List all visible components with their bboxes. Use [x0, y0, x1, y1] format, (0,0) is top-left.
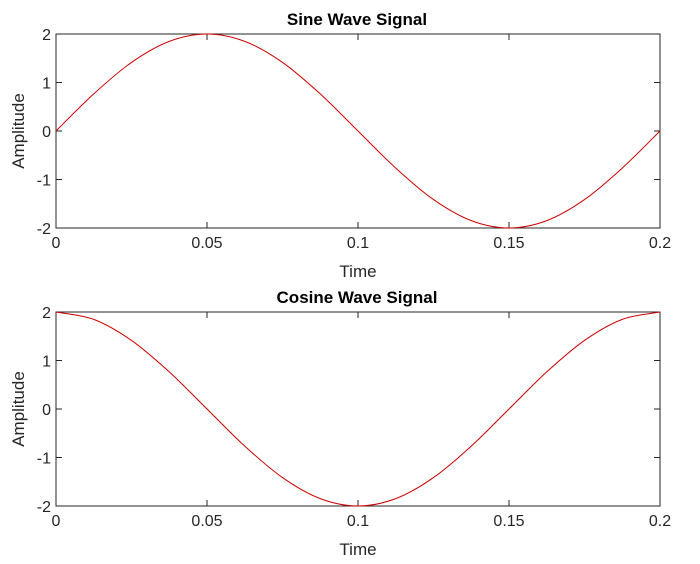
sine-series-line [55, 33, 661, 229]
chart-title: Cosine Wave Signal [277, 288, 438, 307]
x-tick-label: 0 [52, 235, 61, 252]
x-axis-label: Time [339, 540, 376, 559]
y-tick-label: 0 [42, 124, 51, 141]
tick-labels: 0 0.05 0.1 0.15 0.2 -2 -1 0 1 2 [37, 305, 671, 530]
y-tick-label: -1 [37, 451, 51, 468]
chart-title: Sine Wave Signal [287, 10, 427, 29]
x-tick-label: 0.2 [649, 513, 671, 530]
tick-labels: 0 0.05 0.1 0.15 0.2 -2 -1 0 1 2 [37, 27, 671, 252]
x-tick-label: 0.15 [493, 513, 524, 530]
y-axis-label: Amplitude [9, 93, 28, 169]
tick-marks [55, 33, 661, 229]
x-tick-label: 0.05 [191, 513, 222, 530]
y-tick-label: 2 [42, 305, 51, 322]
y-tick-label: 0 [42, 402, 51, 419]
x-tick-label: 0.05 [191, 235, 222, 252]
x-axis-label: Time [339, 262, 376, 281]
cosine-chart: Cosine Wave Signal 0 0.05 0.1 0.15 0.2 -2 -1 0 1… [9, 288, 671, 559]
sine-chart: Sine Wave Signal 0 0.05 0.1 0.15 0.2-2-1012 … [9, 10, 671, 281]
x-tick-label: 0.1 [347, 513, 369, 530]
y-tick-label: 1 [42, 354, 51, 371]
y-tick-label: -2 [37, 499, 51, 516]
x-tick-label: 0.2 [649, 235, 671, 252]
x-tick-label: 0.15 [493, 235, 524, 252]
y-tick-label: -1 [37, 173, 51, 190]
y-tick-label: -2 [37, 221, 51, 238]
y-tick-label: 2 [42, 27, 51, 44]
y-tick-label: 1 [42, 76, 51, 93]
y-axis-label: Amplitude [9, 371, 28, 447]
x-tick-label: 0 [52, 513, 61, 530]
x-tick-label: 0.1 [347, 235, 369, 252]
cosine-series-line [55, 311, 661, 507]
